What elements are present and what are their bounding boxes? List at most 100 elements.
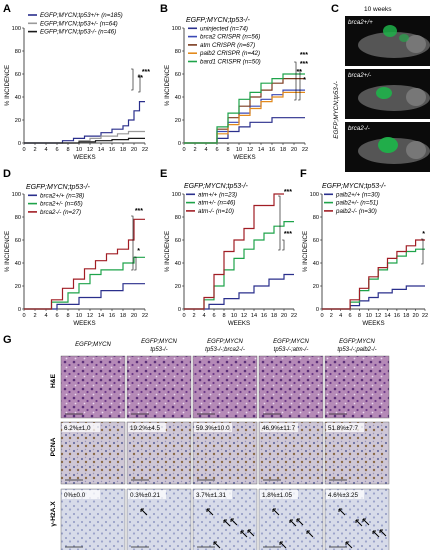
x-tick-label: 20 xyxy=(131,313,137,319)
legend-entry: EGFP;MYCN;tp53-/- (n=46) xyxy=(40,29,116,36)
x-tick-label: 8 xyxy=(358,313,361,319)
x-tick-label: 14 xyxy=(384,313,390,319)
value-backdrop xyxy=(194,423,232,432)
arrow-icon xyxy=(213,541,221,549)
arrow-icon xyxy=(296,518,304,526)
x-tick-label: 12 xyxy=(87,313,93,319)
x-tick-label: 2 xyxy=(330,313,333,319)
y-tick-label: 40 xyxy=(313,261,319,267)
series-line xyxy=(322,285,425,310)
y-tick-label: 20 xyxy=(175,118,181,124)
x-axis-label: WEEKS xyxy=(73,320,95,327)
histology-image xyxy=(324,355,390,419)
x-tick-label: 18 xyxy=(403,313,409,319)
significance-bracket xyxy=(298,69,301,101)
arrow-icon xyxy=(289,519,297,527)
legend-entry: EGFP;MYCN;tp53+/- (n=64) xyxy=(40,20,118,27)
arrow-icon xyxy=(230,518,238,526)
legend-entry: atm+/+ (n=23) xyxy=(198,191,237,198)
legend-entry: brca2 CRISPR (n=56) xyxy=(200,34,260,41)
y-tick-label: 40 xyxy=(15,261,21,267)
arrow-icon xyxy=(338,508,346,516)
x-tick-label: 0 xyxy=(22,147,25,153)
x-tick-label: 14 xyxy=(98,313,104,319)
histology-image xyxy=(192,355,258,419)
y-tick-label: 100 xyxy=(12,26,21,32)
panel-c-side-label: EGFP;MYCN;tp53-/- xyxy=(333,81,340,138)
significance-bracket xyxy=(421,238,424,265)
x-tick-label: 12 xyxy=(241,313,247,319)
col-header-3: EGFP;MYCN tp53-/-;brca2-/- xyxy=(205,339,245,353)
svg-text:tp53-/-;atm-/-: tp53-/-;atm-/- xyxy=(274,347,309,353)
series-line xyxy=(24,137,145,144)
col-header-2: EGFP;MYCN tp53-/- xyxy=(141,339,177,353)
series-line xyxy=(24,218,145,310)
histology-image xyxy=(60,355,126,419)
significance-bracket xyxy=(282,239,285,251)
row-label-h2ax: γ-H2A.X xyxy=(50,501,57,527)
x-tick-label: 22 xyxy=(422,313,428,319)
y-tick-label: 20 xyxy=(15,118,21,124)
y-tick-label: 60 xyxy=(313,238,319,244)
y-tick-label: 80 xyxy=(175,49,181,55)
y-tick-label: 40 xyxy=(175,95,181,101)
x-tick-label: 10 xyxy=(231,313,237,319)
y-tick-label: 40 xyxy=(15,95,21,101)
quant-value: 4.6%±3.25 xyxy=(328,492,359,499)
panel-c: 10 weeks EGFP;MYCN;tp53-/- brca2+/+ brca… xyxy=(333,6,430,172)
histology-image xyxy=(258,421,324,485)
x-tick-label: 20 xyxy=(291,147,297,153)
x-tick-label: 2 xyxy=(192,313,195,319)
arrow-icon xyxy=(279,541,287,549)
histology-image xyxy=(324,421,390,485)
series-line xyxy=(184,73,305,144)
svg-text:tp53-/-;brca2-/-: tp53-/-;brca2-/- xyxy=(205,347,245,353)
y-axis-label: % INCIDENCE xyxy=(164,231,171,272)
legend-entry: EGFP;MYCN;tp53+/+ (n=185) xyxy=(40,12,123,19)
svg-text:EGFP;MYCN: EGFP;MYCN xyxy=(273,339,309,345)
fish-label-3: brca2-/- xyxy=(348,125,370,132)
histology-image xyxy=(258,488,324,550)
x-tick-label: 16 xyxy=(269,147,275,153)
x-tick-label: 0 xyxy=(182,313,185,319)
y-axis-label: % INCIDENCE xyxy=(302,231,309,272)
y-tick-label: 0 xyxy=(18,307,21,313)
x-tick-label: 18 xyxy=(271,313,277,319)
col-header-5: EGFP;MYCN tp53-/-;palb2-/- xyxy=(337,339,376,353)
arrow-icon xyxy=(240,530,248,538)
x-tick-label: 22 xyxy=(142,313,148,319)
arrow-icon xyxy=(355,519,363,527)
histology-image xyxy=(258,355,324,419)
y-axis-label: % INCIDENCE xyxy=(4,65,11,106)
arrow-icon xyxy=(206,508,214,516)
x-axis-label: WEEKS xyxy=(362,320,384,327)
histology-image xyxy=(60,421,126,485)
y-tick-label: 100 xyxy=(172,26,181,32)
fish-image-brca2-het: brca2+/- xyxy=(345,69,430,119)
value-backdrop xyxy=(260,490,298,499)
x-tick-label: 6 xyxy=(349,313,352,319)
series-line xyxy=(184,89,305,144)
svg-text:EGFP;MYCN: EGFP;MYCN xyxy=(207,339,243,345)
value-backdrop xyxy=(326,490,364,499)
x-tick-label: 6 xyxy=(55,313,58,319)
y-tick-label: 0 xyxy=(316,307,319,313)
y-tick-label: 60 xyxy=(175,72,181,78)
x-tick-label: 0 xyxy=(22,313,25,319)
y-tick-label: 80 xyxy=(175,215,181,221)
x-tick-label: 4 xyxy=(44,147,47,153)
x-tick-label: 18 xyxy=(120,147,126,153)
significance-bracket xyxy=(131,68,134,91)
x-tick-label: 14 xyxy=(251,313,257,319)
x-tick-label: 14 xyxy=(258,147,264,153)
panel-g: EGFP;MYCN EGFP;MYCN tp53-/- EGFP;MYCN tp… xyxy=(50,339,390,550)
legend-entry: brca2+/- (n=65) xyxy=(40,201,83,208)
x-tick-label: 8 xyxy=(222,313,225,319)
quant-value: 0%±0.0 xyxy=(64,492,86,499)
x-axis-label: WEEKS xyxy=(73,154,95,161)
arrow-icon xyxy=(306,530,314,538)
y-tick-label: 100 xyxy=(310,192,319,198)
x-tick-label: 4 xyxy=(204,147,207,153)
